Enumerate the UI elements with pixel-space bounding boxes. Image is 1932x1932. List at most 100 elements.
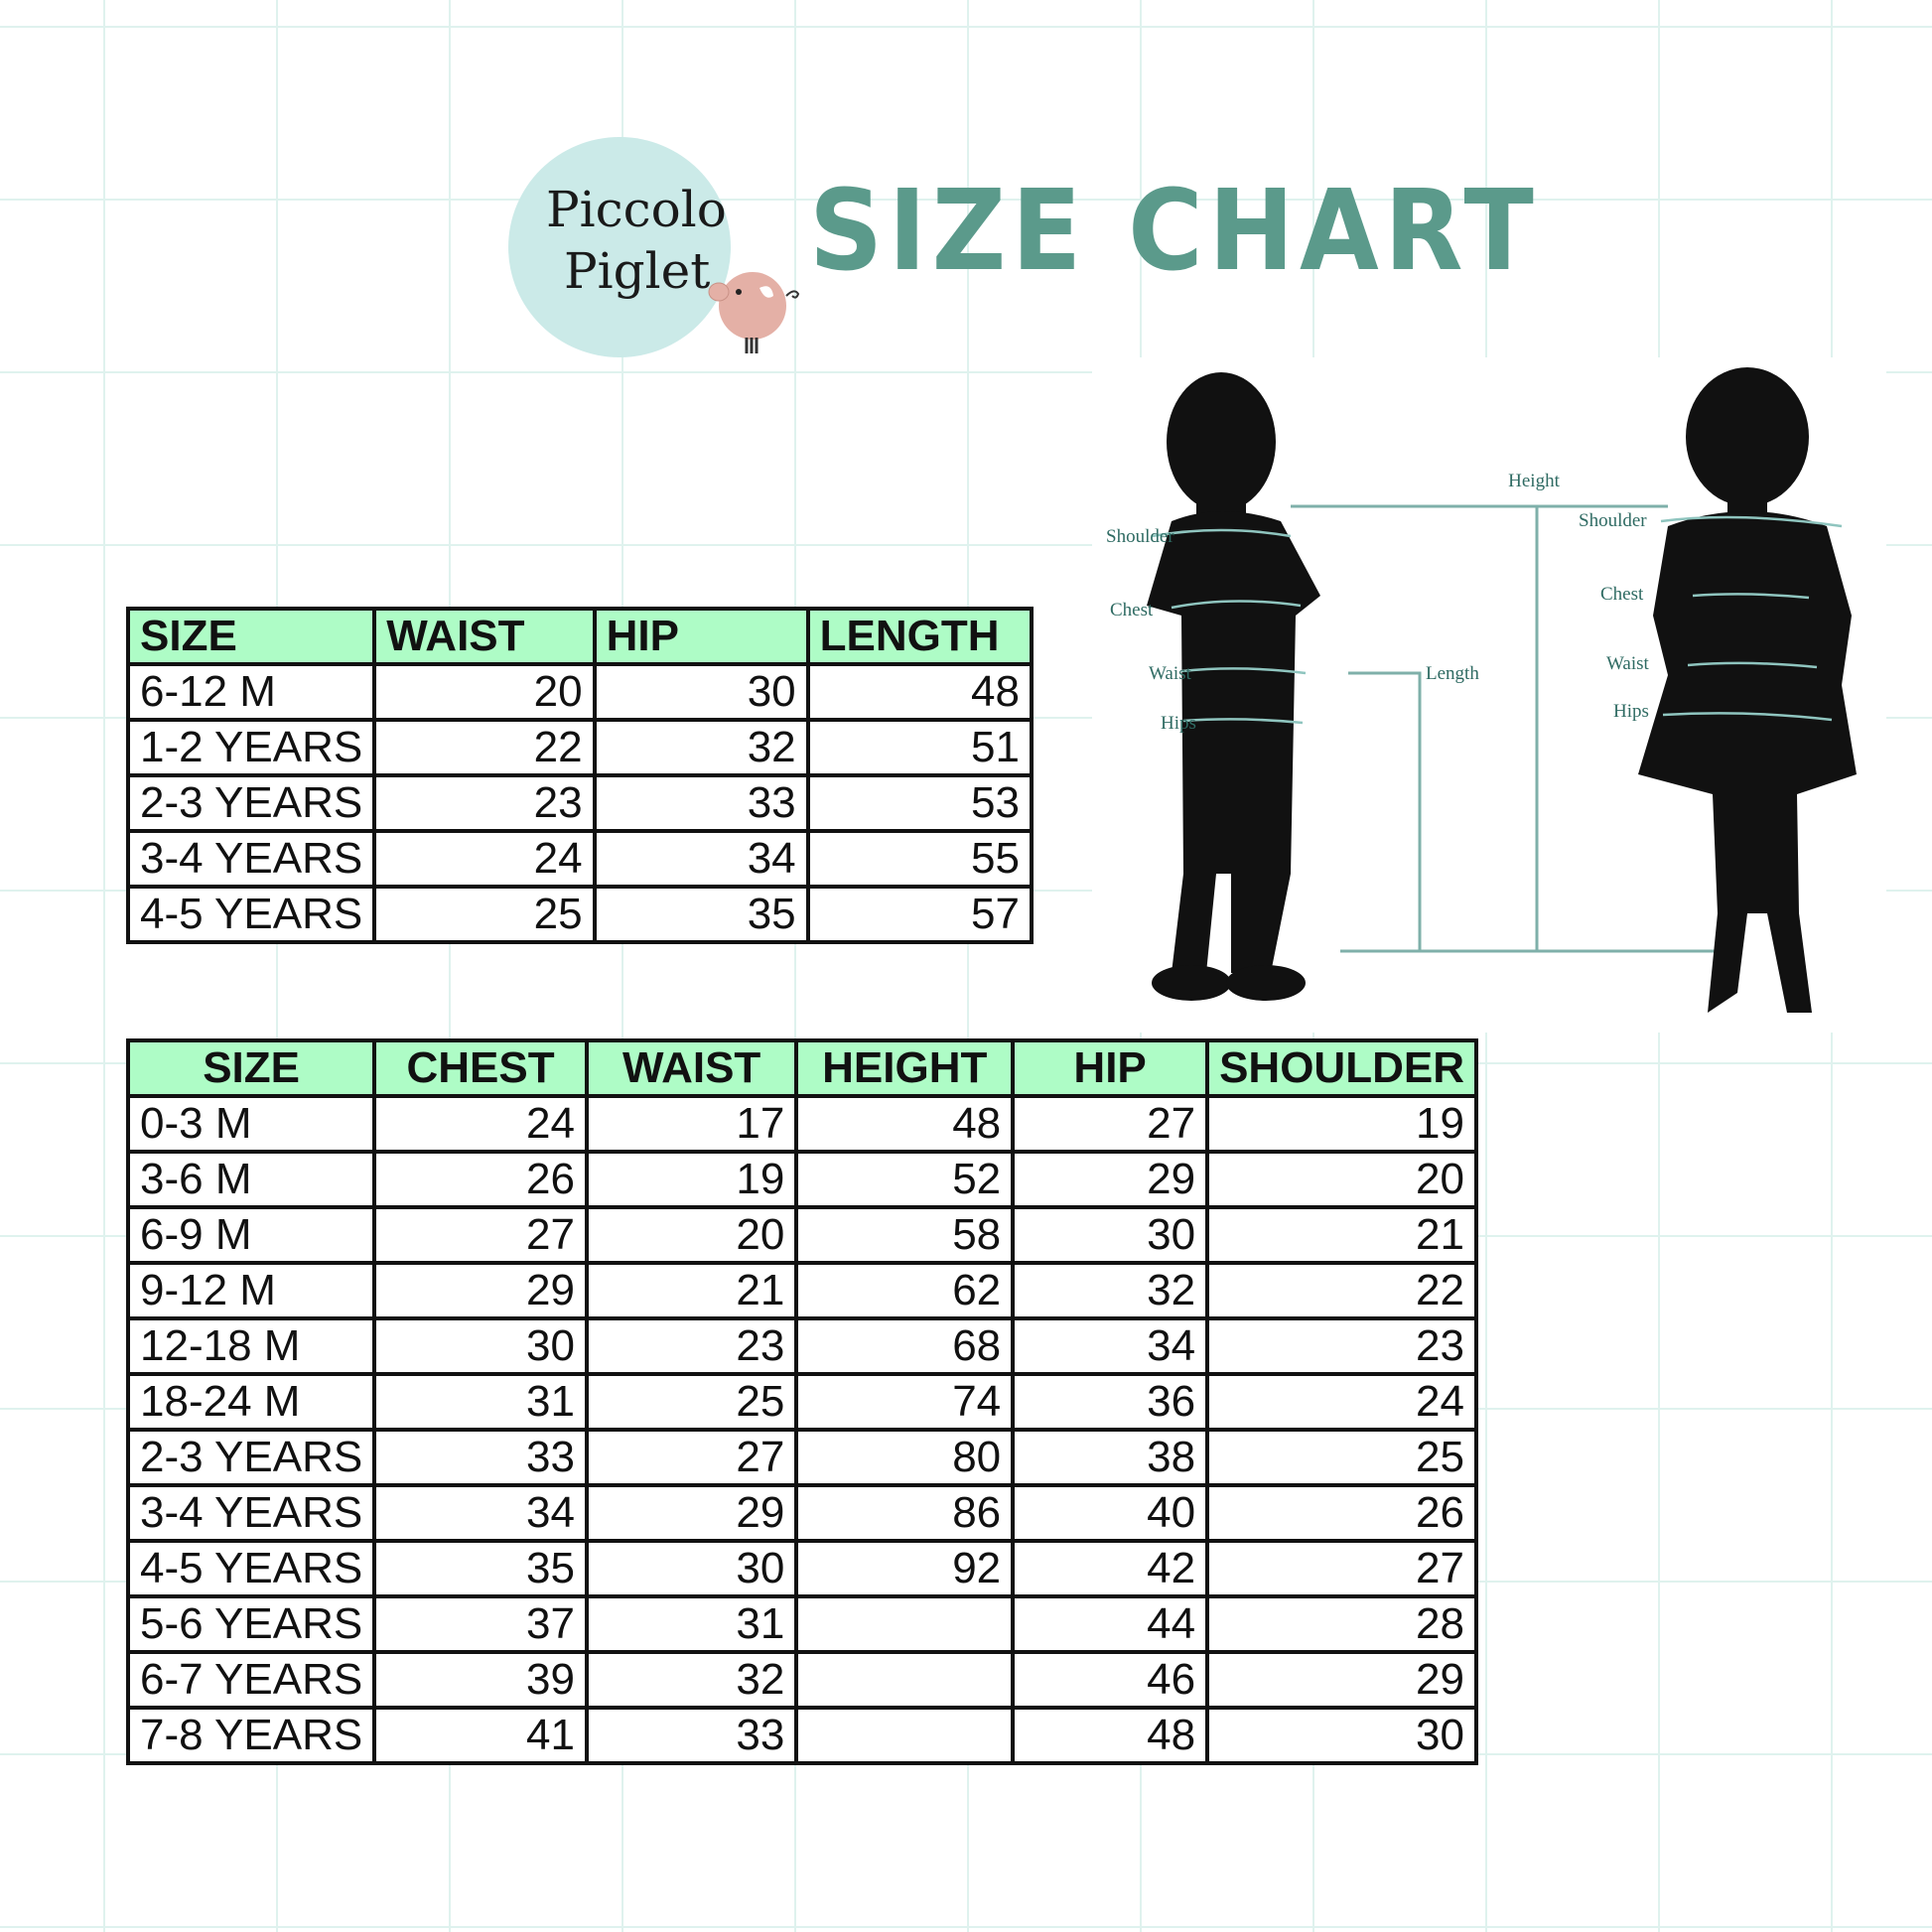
value-cell: 28 [1205, 1594, 1478, 1654]
header-cell: HIP [1011, 1038, 1210, 1098]
value-cell: 53 [805, 773, 1035, 833]
label-girl-shoulder: Shoulder [1579, 510, 1647, 531]
value-cell: 32 [584, 1650, 799, 1710]
value-cell: 25 [584, 1372, 799, 1432]
value-cell: 27 [1205, 1539, 1478, 1598]
value-cell: 48 [794, 1094, 1016, 1154]
header-cell: SIZE [125, 607, 377, 666]
value-cell: 46 [1011, 1650, 1210, 1710]
value-cell: 52 [794, 1150, 1016, 1209]
size-cell: 5-6 YEARS [125, 1594, 377, 1654]
size-cell: 2-3 YEARS [125, 773, 377, 833]
value-cell: 19 [584, 1150, 799, 1209]
label-boy-shoulder: Shoulder [1106, 526, 1174, 547]
value-cell: 25 [372, 885, 597, 944]
size-cell: 4-5 YEARS [125, 1539, 377, 1598]
value-cell: 29 [1011, 1150, 1210, 1209]
header-cell: HEIGHT [794, 1038, 1016, 1098]
value-cell: 35 [592, 885, 810, 944]
logo-circle [508, 137, 731, 357]
value-cell: 31 [584, 1594, 799, 1654]
value-cell: 35 [372, 1539, 589, 1598]
value-cell: 30 [1205, 1706, 1478, 1765]
table-header-row: SIZE CHEST WAIST HEIGHT HIP SHOULDER [125, 1038, 1478, 1098]
size-cell: 3-4 YEARS [125, 829, 377, 889]
value-cell: 74 [794, 1372, 1016, 1432]
value-cell: 27 [372, 1205, 589, 1265]
size-cell: 2-3 YEARS [125, 1428, 377, 1487]
value-cell: 34 [1011, 1316, 1210, 1376]
header-cell: HIP [592, 607, 810, 666]
value-cell: 24 [372, 1094, 589, 1154]
value-cell: 19 [1205, 1094, 1478, 1154]
value-cell: 42 [1011, 1539, 1210, 1598]
value-cell: 20 [584, 1205, 799, 1265]
value-cell: 30 [372, 1316, 589, 1376]
table-row: 0-3 M 24 17 48 27 19 [125, 1094, 1478, 1154]
value-cell: 48 [1011, 1706, 1210, 1765]
size-cell: 7-8 YEARS [125, 1706, 377, 1765]
pig-icon [708, 272, 800, 353]
value-cell [794, 1706, 1016, 1765]
value-cell: 57 [805, 885, 1035, 944]
label-boy-waist: Waist [1149, 663, 1192, 684]
value-cell: 21 [1205, 1205, 1478, 1265]
value-cell: 55 [805, 829, 1035, 889]
value-cell: 30 [592, 662, 810, 722]
value-cell: 30 [584, 1539, 799, 1598]
table-row: 5-6 YEARS 37 31 44 28 [125, 1594, 1478, 1654]
value-cell: 37 [372, 1594, 589, 1654]
table-row: 2-3 YEARS 33 27 80 38 25 [125, 1428, 1478, 1487]
value-cell: 62 [794, 1261, 1016, 1320]
value-cell: 30 [1011, 1205, 1210, 1265]
size-cell: 12-18 M [125, 1316, 377, 1376]
value-cell: 33 [372, 1428, 589, 1487]
table-row: 9-12 M 29 21 62 32 22 [125, 1261, 1478, 1320]
label-girl-hips: Hips [1613, 701, 1649, 722]
value-cell: 27 [1011, 1094, 1210, 1154]
table-row: 3-6 M 26 19 52 29 20 [125, 1150, 1478, 1209]
value-cell: 29 [584, 1483, 799, 1543]
value-cell: 29 [372, 1261, 589, 1320]
value-cell: 20 [1205, 1150, 1478, 1209]
value-cell: 29 [1205, 1650, 1478, 1710]
table-row: 3-4 YEARS 34 29 86 40 26 [125, 1483, 1478, 1543]
value-cell: 32 [1011, 1261, 1210, 1320]
size-cell: 18-24 M [125, 1372, 377, 1432]
size-cell: 3-4 YEARS [125, 1483, 377, 1543]
value-cell: 80 [794, 1428, 1016, 1487]
value-cell: 23 [584, 1316, 799, 1376]
size-cell: 6-9 M [125, 1205, 377, 1265]
table-row: 6-9 M 27 20 58 30 21 [125, 1205, 1478, 1265]
page-title: SIZE CHART [809, 167, 1540, 296]
value-cell: 17 [584, 1094, 799, 1154]
size-table-full: SIZE CHEST WAIST HEIGHT HIP SHOULDER 0-3… [125, 1038, 1478, 1765]
size-cell: 6-12 M [125, 662, 377, 722]
value-cell: 33 [584, 1706, 799, 1765]
header-cell: LENGTH [805, 607, 1035, 666]
table-row: 2-3 YEARS 23 33 53 [125, 773, 1035, 833]
table-row: 1-2 YEARS 22 32 51 [125, 718, 1035, 777]
value-cell: 51 [805, 718, 1035, 777]
value-cell: 26 [372, 1150, 589, 1209]
header-cell: SHOULDER [1205, 1038, 1478, 1098]
header-cell: WAIST [372, 607, 597, 666]
value-cell: 23 [372, 773, 597, 833]
size-cell: 1-2 YEARS [125, 718, 377, 777]
table-header-row: SIZE WAIST HIP LENGTH [125, 607, 1035, 666]
table-row: 18-24 M 31 25 74 36 24 [125, 1372, 1478, 1432]
header-cell: SIZE [125, 1038, 377, 1098]
label-height: Height [1508, 471, 1560, 491]
value-cell: 48 [805, 662, 1035, 722]
logo-text: Piccolo Piglet [546, 181, 727, 300]
boy-silhouette [1147, 372, 1320, 1001]
value-cell [794, 1650, 1016, 1710]
value-cell: 25 [1205, 1428, 1478, 1487]
value-cell: 86 [794, 1483, 1016, 1543]
value-cell: 68 [794, 1316, 1016, 1376]
value-cell: 24 [372, 829, 597, 889]
value-cell: 34 [372, 1483, 589, 1543]
label-boy-hips: Hips [1161, 713, 1196, 734]
value-cell: 26 [1205, 1483, 1478, 1543]
value-cell: 23 [1205, 1316, 1478, 1376]
